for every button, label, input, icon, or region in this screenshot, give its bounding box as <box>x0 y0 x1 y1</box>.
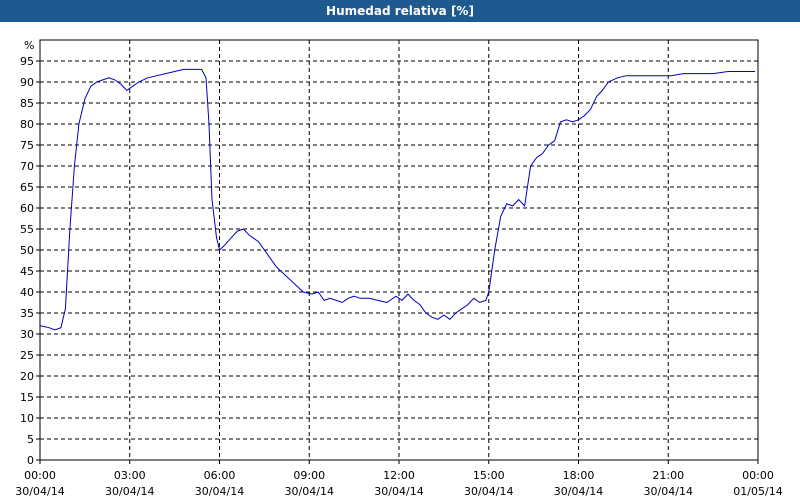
x-tick-time-label: 12:00 <box>383 469 415 482</box>
x-tick-date-label: 30/04/14 <box>285 485 334 498</box>
y-tick-label: 75 <box>20 139 34 152</box>
y-tick-label: 15 <box>20 391 34 404</box>
y-tick-label: 40 <box>20 286 34 299</box>
y-tick-label: 90 <box>20 76 34 89</box>
y-tick-label: 50 <box>20 244 34 257</box>
x-tick-date-label: 30/04/14 <box>15 485 64 498</box>
y-tick-label: 85 <box>20 97 34 110</box>
y-tick-label: 65 <box>20 181 34 194</box>
x-tick-time-label: 00:00 <box>24 469 56 482</box>
y-tick-label: 60 <box>20 202 34 215</box>
y-tick-label: 45 <box>20 265 34 278</box>
x-tick-date-label: 30/04/14 <box>105 485 154 498</box>
x-tick-date-label: 01/05/14 <box>733 485 782 498</box>
y-tick-label: 55 <box>20 223 34 236</box>
y-tick-label: 0 <box>27 454 34 467</box>
y-tick-label: 20 <box>20 370 34 383</box>
y-tick-label: 35 <box>20 307 34 320</box>
x-tick-time-label: 21:00 <box>652 469 684 482</box>
y-tick-label: 30 <box>20 328 34 341</box>
y-tick-label: 80 <box>20 118 34 131</box>
y-tick-label: 70 <box>20 160 34 173</box>
x-tick-time-label: 06:00 <box>204 469 236 482</box>
chart-title: Humedad relativa [%] <box>0 0 800 22</box>
x-tick-date-label: 30/04/14 <box>464 485 513 498</box>
grid-lines <box>40 40 758 460</box>
y-ticks: 0 5 10 15 20 25 30 35 40 45 50 55 60 65 70 75 80 85 90 95 <box>20 55 40 467</box>
x-tick-time-label: 15:00 <box>473 469 505 482</box>
y-tick-label: 5 <box>27 433 34 446</box>
x-ticks: 00:00 30/04/14 03:00 30/04/14 06:00 30/04/14 0… <box>15 460 783 498</box>
y-tick-label: 25 <box>20 349 34 362</box>
humidity-series-line <box>39 68 755 331</box>
y-axis-label: % <box>24 39 34 52</box>
x-tick-time-label: 09:00 <box>293 469 325 482</box>
x-tick-time-label: 03:00 <box>114 469 146 482</box>
y-tick-label: 95 <box>20 55 34 68</box>
x-tick-time-label: 00:00 <box>742 469 774 482</box>
y-tick-label: 10 <box>20 412 34 425</box>
x-tick-date-label: 30/04/14 <box>195 485 244 498</box>
x-tick-date-label: 30/04/14 <box>374 485 423 498</box>
x-tick-date-label: 30/04/14 <box>554 485 603 498</box>
x-tick-time-label: 18:00 <box>563 469 595 482</box>
x-tick-date-label: 30/04/14 <box>644 485 693 498</box>
